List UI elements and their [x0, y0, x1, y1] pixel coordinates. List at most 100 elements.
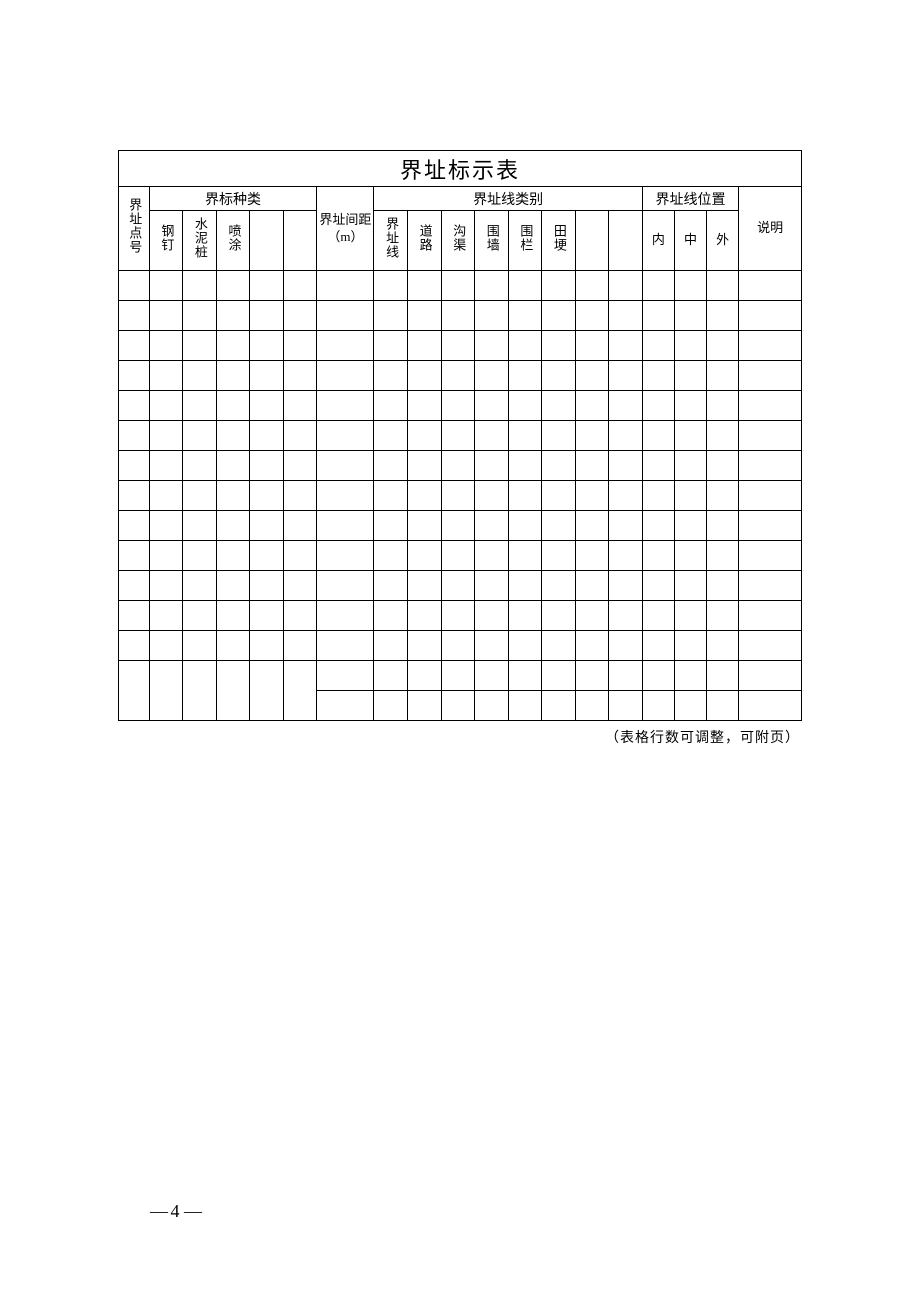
cell-right — [739, 661, 802, 691]
cell-right — [707, 391, 739, 421]
cell-right — [475, 331, 509, 361]
cell-left — [149, 391, 183, 421]
cell-left — [283, 541, 317, 571]
cell-left — [183, 631, 217, 661]
cell-right — [441, 541, 475, 571]
footnote: （表格行数可调整，可附页） — [118, 727, 802, 747]
cell-right — [674, 301, 706, 331]
cell-left — [119, 391, 150, 421]
cell-right — [674, 571, 706, 601]
cell-left — [283, 661, 317, 721]
cell-left — [216, 421, 250, 451]
cell-right — [441, 421, 475, 451]
cell-right — [407, 451, 441, 481]
cell-left — [183, 451, 217, 481]
cell-right — [374, 361, 408, 391]
cell-left — [216, 301, 250, 331]
cell-right — [674, 391, 706, 421]
cell-right — [707, 541, 739, 571]
cell-right — [707, 631, 739, 661]
cell-left — [283, 481, 317, 511]
cell-left — [149, 361, 183, 391]
cell-left — [250, 391, 284, 421]
cell-right — [575, 541, 609, 571]
cell-right — [542, 361, 576, 391]
cell-left — [216, 541, 250, 571]
cell-left — [216, 511, 250, 541]
cell-right — [475, 661, 509, 691]
cell-right — [609, 571, 643, 601]
cell-right — [707, 271, 739, 301]
cell-right — [508, 271, 542, 301]
cell-left — [216, 661, 250, 721]
cell-right — [707, 301, 739, 331]
col-linetype-2: 沟渠 — [441, 211, 475, 271]
cell-right — [707, 601, 739, 631]
cell-right — [542, 421, 576, 451]
cell-right — [642, 301, 674, 331]
cell-right — [642, 361, 674, 391]
cell-right — [609, 331, 643, 361]
cell-left — [283, 271, 317, 301]
cell-left — [149, 511, 183, 541]
cell-right — [542, 391, 576, 421]
cell-right — [441, 691, 475, 721]
cell-left — [119, 301, 150, 331]
cell-right — [707, 511, 739, 541]
cell-right — [317, 451, 374, 481]
cell-right — [407, 391, 441, 421]
cell-right — [674, 481, 706, 511]
cell-right — [642, 331, 674, 361]
cell-right — [609, 631, 643, 661]
cell-right — [674, 331, 706, 361]
cell-left — [183, 601, 217, 631]
cell-right — [575, 511, 609, 541]
cell-right — [374, 331, 408, 361]
cell-left — [250, 571, 284, 601]
cell-right — [407, 691, 441, 721]
cell-right — [508, 511, 542, 541]
cell-right — [441, 391, 475, 421]
cell-left — [119, 541, 150, 571]
cell-right — [642, 271, 674, 301]
cell-right — [407, 301, 441, 331]
cell-right — [508, 631, 542, 661]
cell-right — [575, 301, 609, 331]
cell-left — [183, 541, 217, 571]
cell-right — [317, 361, 374, 391]
cell-right — [441, 661, 475, 691]
cell-left — [183, 361, 217, 391]
cell-left — [216, 451, 250, 481]
col-marker-4 — [283, 211, 317, 271]
cell-left — [183, 301, 217, 331]
cell-left — [216, 331, 250, 361]
table-title: 界址标示表 — [119, 151, 802, 187]
cell-right — [475, 571, 509, 601]
cell-left — [183, 571, 217, 601]
cell-left — [149, 601, 183, 631]
cell-right — [441, 571, 475, 601]
cell-right — [642, 451, 674, 481]
cell-right — [374, 601, 408, 631]
cell-right — [707, 571, 739, 601]
cell-right — [609, 601, 643, 631]
cell-right — [407, 481, 441, 511]
cell-left — [283, 571, 317, 601]
cell-left — [119, 361, 150, 391]
cell-right — [642, 391, 674, 421]
cell-left — [250, 301, 284, 331]
cell-right — [575, 691, 609, 721]
cell-right — [542, 451, 576, 481]
cell-right — [317, 541, 374, 571]
cell-right — [407, 571, 441, 601]
cell-left — [149, 631, 183, 661]
cell-right — [739, 481, 802, 511]
cell-right — [407, 601, 441, 631]
cell-left — [250, 631, 284, 661]
cell-right — [642, 511, 674, 541]
cell-right — [441, 481, 475, 511]
cell-right — [508, 301, 542, 331]
cell-left — [283, 361, 317, 391]
cell-right — [374, 511, 408, 541]
cell-right — [575, 481, 609, 511]
